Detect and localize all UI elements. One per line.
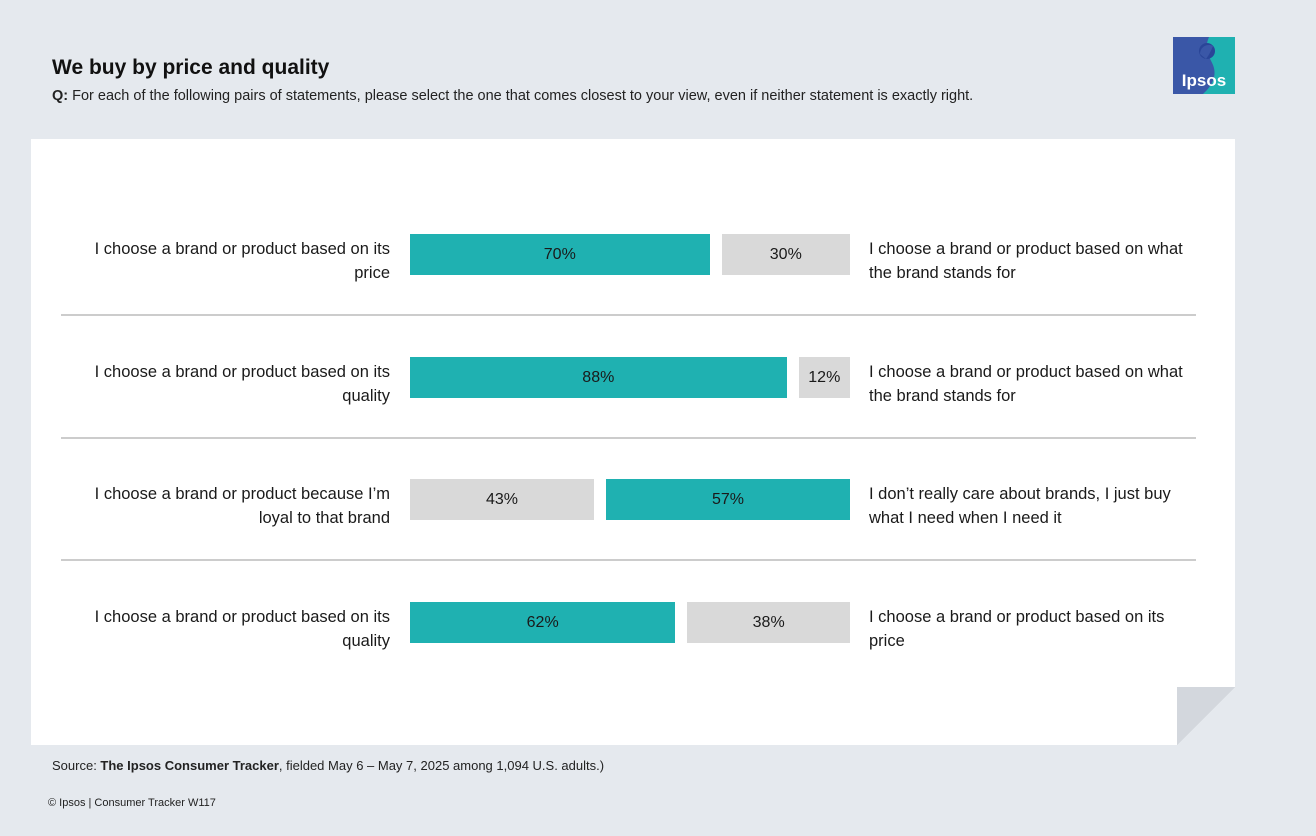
right-value-label: 38% <box>752 613 785 631</box>
chart-row: I choose a brand or product because I’m … <box>31 445 1235 567</box>
chart-rows: I choose a brand or product based on its… <box>31 139 1235 745</box>
left-value-label: 62% <box>526 613 559 631</box>
chart-row: I choose a brand or product based on its… <box>31 323 1235 445</box>
left-value-bar: 88% <box>410 357 787 398</box>
left-statement-label: I choose a brand or product based on its… <box>71 568 390 690</box>
left-statement-label: I choose a brand or product based on its… <box>71 323 390 445</box>
right-statement-label: I choose a brand or product based on wha… <box>869 323 1189 445</box>
right-value-label: 57% <box>711 490 745 508</box>
source-name: The Ipsos Consumer Tracker <box>100 758 279 773</box>
left-value-bar: 62% <box>410 602 676 643</box>
ipsos-logo: Ipsos <box>1173 37 1235 94</box>
left-statement-label: I choose a brand or product based on its… <box>71 200 390 322</box>
chart-row: I choose a brand or product based on its… <box>31 200 1235 322</box>
right-statement-text: I choose a brand or product based on its… <box>869 608 1165 650</box>
right-statement-text: I choose a brand or product based on wha… <box>869 240 1183 282</box>
question-prefix: Q: <box>52 88 69 104</box>
left-value-label: 88% <box>582 368 615 386</box>
row-divider <box>61 437 1196 439</box>
left-statement-text: I choose a brand or product because I’m … <box>94 485 390 527</box>
question-text: Q: For each of the following pairs of st… <box>52 86 1042 106</box>
left-statement-text: I choose a brand or product based on its… <box>94 240 390 282</box>
row-divider <box>61 314 1196 316</box>
left-value-label: 43% <box>486 490 519 508</box>
panel-corner-fold <box>1177 687 1235 745</box>
left-value-bar: 70% <box>410 234 710 275</box>
right-value-bar: 12% <box>798 357 850 398</box>
question-body: For each of the following pairs of state… <box>68 88 974 104</box>
left-statement-text: I choose a brand or product based on its… <box>94 363 390 405</box>
right-statement-label: I don’t really care about brands, I just… <box>869 445 1189 567</box>
right-statement-text: I don’t really care about brands, I just… <box>869 485 1171 527</box>
chart-title: We buy by price and quality <box>52 56 330 79</box>
left-statement-text: I choose a brand or product based on its… <box>94 608 390 650</box>
source-note: Source: The Ipsos Consumer Tracker, fiel… <box>52 758 604 773</box>
chart-row: I choose a brand or product based on its… <box>31 568 1235 690</box>
copyright: © Ipsos | Consumer Tracker W117 <box>48 797 216 809</box>
right-value-bar: 38% <box>687 602 850 643</box>
right-value-bar: 30% <box>721 234 850 275</box>
row-divider <box>61 559 1196 561</box>
right-statement-label: I choose a brand or product based on wha… <box>869 200 1189 322</box>
right-statement-label: I choose a brand or product based on its… <box>869 568 1189 690</box>
right-value-bar: 57% <box>606 479 850 520</box>
svg-text:Ipsos: Ipsos <box>1182 71 1226 90</box>
chart-panel: I choose a brand or product based on its… <box>31 139 1235 745</box>
source-details: , fielded May 6 – May 7, 2025 among 1,09… <box>278 758 605 773</box>
left-statement-label: I choose a brand or product because I’m … <box>71 445 390 567</box>
source-prefix: Source: <box>52 758 101 773</box>
right-value-label: 30% <box>769 245 802 263</box>
left-value-bar: 43% <box>410 479 595 520</box>
right-statement-text: I choose a brand or product based on wha… <box>869 363 1183 405</box>
right-value-label: 12% <box>808 368 841 386</box>
left-value-label: 70% <box>543 245 576 263</box>
